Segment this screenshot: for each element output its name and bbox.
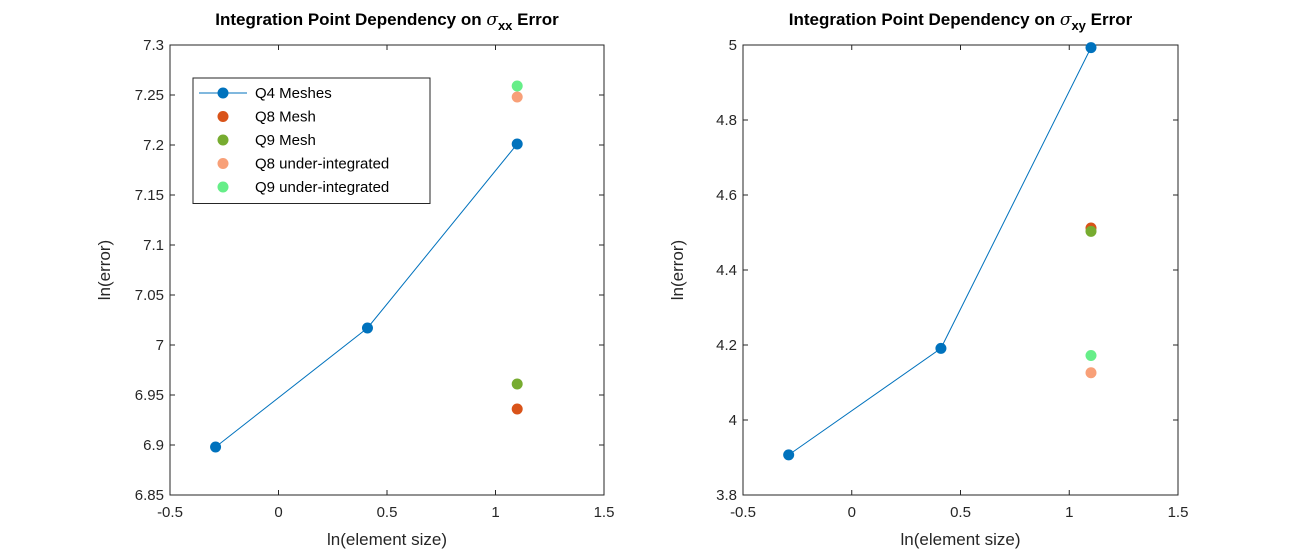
- x-tick-label: 1.5: [1168, 504, 1189, 521]
- legend-label: Q9 Mesh: [255, 132, 316, 149]
- legend-label: Q9 under-integrated: [255, 179, 389, 196]
- x-tick-label: -0.5: [730, 504, 756, 521]
- y-tick-label: 4.6: [716, 187, 737, 204]
- data-point: [1085, 42, 1097, 54]
- legend-marker: [217, 158, 229, 169]
- y-tick-label: 7.05: [135, 287, 164, 304]
- x-tick-label: 0.5: [377, 504, 398, 521]
- x-tick-label: 0.5: [950, 504, 971, 521]
- y-tick-label: 5: [729, 37, 737, 54]
- legend-label: Q8 Mesh: [255, 109, 316, 126]
- legend-marker: [217, 87, 229, 99]
- y-tick-label: 6.85: [135, 487, 164, 504]
- x-axis-label: ln(element size): [901, 530, 1021, 549]
- data-point: [1085, 225, 1097, 237]
- data-point: [511, 403, 523, 415]
- legend: Q4 Meshes Q8 Mesh Q9 Mesh Q8 under-integrat…: [192, 77, 431, 204]
- data-point: [511, 138, 523, 150]
- legend-label: Q8 under-integrated: [255, 156, 389, 173]
- chart-left: -0.5 0 0.5 1 1.5 6.85 6.9 6.95 7 7.05 7.1 7.15 7.2 7.…: [95, 10, 614, 549]
- x-tick-label: 1: [1065, 504, 1073, 521]
- y-axis-label: ln(error): [668, 240, 687, 300]
- y-tick-label: 4: [729, 412, 737, 429]
- chart-right: -0.5 0 0.5 1 1.5 3.8 4 4.2 4.4 4.6 4.8 5 ln(element …: [668, 10, 1188, 549]
- legend-marker: [217, 181, 229, 193]
- legend-marker: [217, 134, 229, 146]
- data-point: [210, 441, 222, 453]
- y-tick-label: 7.3: [143, 37, 164, 54]
- data-point: [511, 80, 523, 92]
- x-axis-label: ln(element size): [327, 530, 447, 549]
- legend-box: [192, 77, 431, 204]
- data-point: [511, 378, 523, 390]
- y-tick-label: 7.15: [135, 187, 164, 204]
- data-point: [361, 322, 373, 334]
- axes-box: [742, 44, 1179, 496]
- data-point: [935, 342, 947, 354]
- data-point: [511, 91, 523, 103]
- data-point: [783, 449, 795, 461]
- y-tick-label: 7.1: [143, 237, 164, 254]
- x-tick-label: 1.5: [594, 504, 615, 521]
- x-tick-label: -0.5: [157, 504, 183, 521]
- legend-marker: [217, 111, 229, 122]
- y-tick-label: 7.2: [143, 137, 164, 154]
- data-point: [1085, 350, 1097, 361]
- x-tick-label: 0: [274, 504, 282, 521]
- y-tick-label: 7: [156, 337, 164, 354]
- legend-label: Q4 Meshes: [255, 85, 332, 102]
- y-tick-label: 7.25: [135, 87, 164, 104]
- y-tick-label: 3.8: [716, 487, 737, 504]
- chart-title: Integration Point Dependency on σxx Erro…: [215, 10, 559, 33]
- y-axis-label: ln(error): [95, 240, 114, 300]
- y-tick-label: 6.9: [143, 437, 164, 454]
- y-tick-label: 6.95: [135, 387, 164, 404]
- x-tick-label: 0: [848, 504, 856, 521]
- chart-title: Integration Point Dependency on σxy Erro…: [789, 10, 1133, 33]
- y-tick-label: 4.4: [716, 262, 737, 279]
- y-tick-label: 4.2: [716, 337, 737, 354]
- data-point: [1085, 367, 1097, 379]
- x-tick-label: 1: [491, 504, 499, 521]
- y-tick-label: 4.8: [716, 112, 737, 129]
